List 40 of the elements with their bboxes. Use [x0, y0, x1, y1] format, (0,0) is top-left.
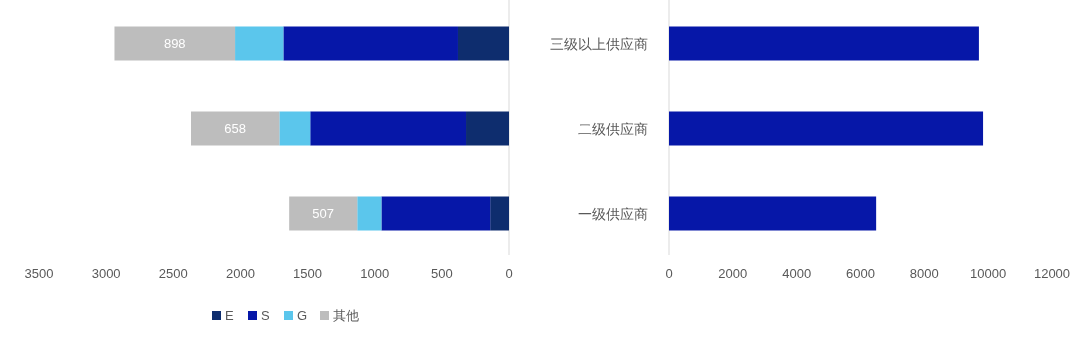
- x-tick-label: 0: [505, 266, 513, 281]
- data-label: 658: [224, 121, 247, 136]
- bar: [466, 111, 509, 146]
- x-tick-label: 10000: [970, 266, 1007, 281]
- data-label: 898: [163, 36, 186, 51]
- bar: [669, 26, 979, 61]
- bar: [669, 111, 984, 146]
- bar: [310, 111, 467, 146]
- x-tick-label: 4000: [782, 266, 812, 281]
- bar: [289, 196, 358, 231]
- x-tick-label: 2000: [225, 266, 255, 281]
- legend-label: E: [225, 308, 234, 323]
- bar: [669, 196, 877, 231]
- x-tick-label: 1500: [293, 266, 323, 281]
- bar: [279, 111, 311, 146]
- y-tick-label: 三级以上供应商: [550, 35, 648, 52]
- x-tick-label: 3500: [24, 266, 54, 281]
- legend-label: 其他: [333, 308, 359, 323]
- x-tick-label: 500: [431, 266, 453, 281]
- x-tick-label: 12000: [1033, 266, 1071, 281]
- bar: [114, 26, 236, 61]
- bar: [191, 111, 280, 146]
- bar: [357, 196, 382, 231]
- x-tick-label: 6000: [846, 266, 875, 281]
- data-label: 507: [312, 206, 335, 221]
- bar: [235, 26, 284, 61]
- y-tick-label: 二级供应商: [578, 120, 648, 137]
- bar: [283, 26, 458, 61]
- bar: [490, 196, 509, 231]
- legend-label: S: [261, 308, 270, 323]
- y-tick-label: 一级供应商: [578, 205, 648, 222]
- x-tick-label: 2500: [158, 266, 188, 281]
- x-tick-label: 3000: [91, 266, 121, 281]
- bar: [381, 196, 491, 231]
- bar: [457, 26, 509, 61]
- x-tick-label: 1000: [360, 266, 390, 281]
- x-tick-label: 8000: [909, 266, 939, 281]
- legend-label: G: [297, 308, 308, 323]
- x-tick-label: 2000: [718, 266, 748, 281]
- x-tick-label: 0: [665, 266, 673, 281]
